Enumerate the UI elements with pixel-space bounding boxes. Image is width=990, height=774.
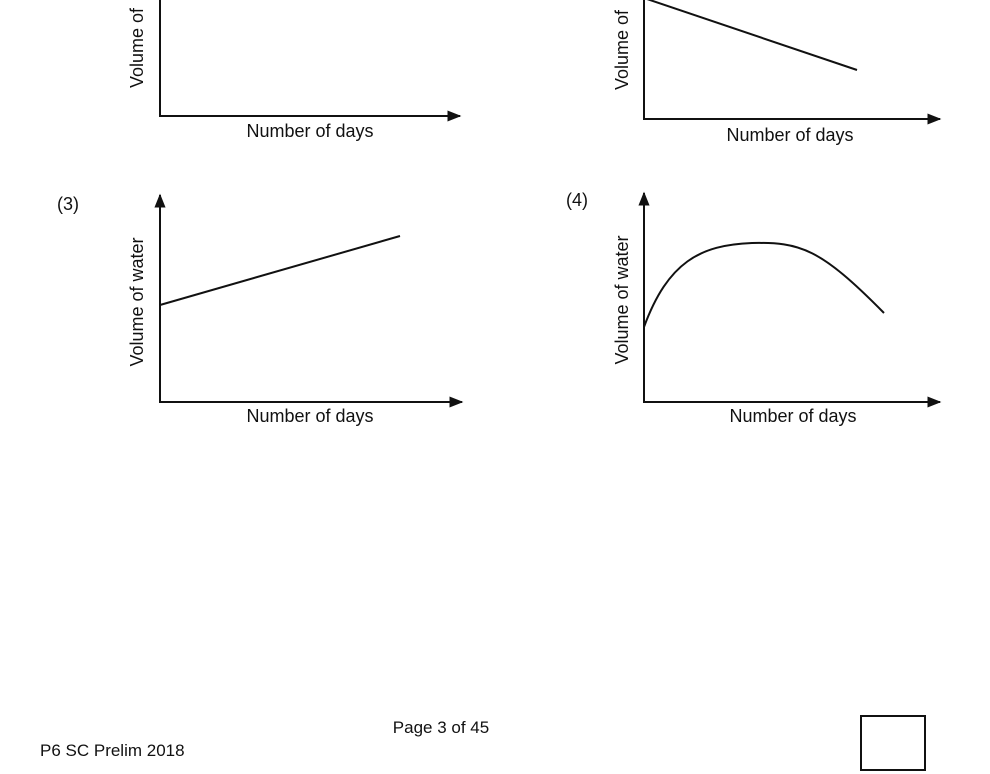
axes [638,191,942,408]
curve [646,0,858,71]
curve [159,235,401,306]
curve [643,241,885,328]
y-axis-label: Volume of water [612,235,632,364]
axes [643,0,942,125]
marks-box [860,715,926,771]
axes [154,193,464,408]
y-axis-label: Volume of water [127,237,147,366]
graph-2: Volume of Number of days [612,0,942,145]
option-label: (4) [566,190,588,210]
page-number: Page 3 of 45 [393,718,489,737]
y-axis-label: Volume of [612,9,632,90]
x-axis-label: Number of days [726,125,853,145]
x-axis-label: Number of days [246,406,373,426]
x-axis-label: Number of days [246,121,373,141]
y-axis-label: Volume of [127,7,147,88]
graph-3: (3) Volume of water Number of days [57,193,464,426]
option-label: (3) [57,194,79,214]
graph-1: Volume of Number of days [127,0,462,141]
paper-code: P6 SC Prelim 2018 [40,741,185,760]
x-axis-label: Number of days [729,406,856,426]
axes [159,0,462,122]
graph-4: (4) Volume of water Number of days [566,190,942,426]
